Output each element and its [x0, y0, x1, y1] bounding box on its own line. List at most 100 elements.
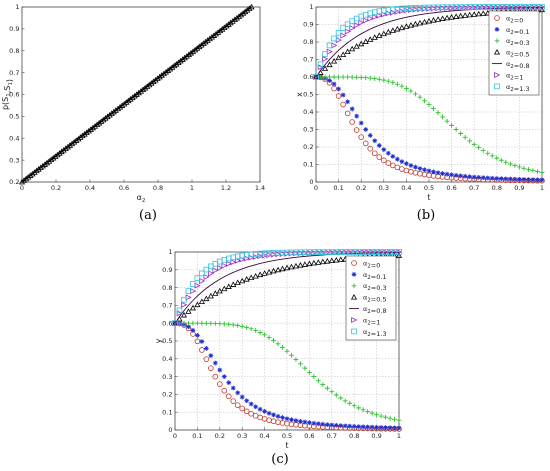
x-tick-label: 0.8 — [349, 432, 359, 440]
data-point — [225, 393, 232, 400]
data-point — [471, 141, 477, 147]
data-point — [195, 332, 200, 338]
data-point — [329, 422, 335, 428]
data-point — [383, 414, 388, 420]
data-point — [248, 326, 254, 332]
data-point — [385, 150, 391, 156]
data-point — [417, 94, 423, 100]
data-point — [306, 260, 313, 267]
data-point — [23, 175, 30, 182]
data-point — [190, 281, 196, 287]
data-point — [114, 105, 122, 112]
data-point — [85, 127, 92, 134]
y-tick-label: 0.9 — [9, 25, 19, 33]
legend-box — [345, 255, 397, 341]
caption-c: (c) — [271, 452, 288, 467]
data-point — [29, 170, 36, 177]
data-point — [311, 374, 317, 379]
data-point — [253, 328, 259, 333]
legend-swatch — [494, 71, 501, 79]
data-point — [284, 348, 290, 354]
data-point — [417, 6, 424, 13]
data-point — [131, 92, 138, 99]
data-point — [217, 264, 224, 271]
data-point — [360, 407, 366, 413]
data-point — [444, 118, 450, 124]
legend-label: α2=1 — [506, 71, 523, 81]
legend-label: α2=0.1 — [506, 26, 530, 36]
data-point — [230, 259, 237, 266]
data-point — [344, 110, 351, 117]
data-point — [307, 420, 312, 426]
data-point — [371, 34, 378, 40]
data-point — [71, 139, 78, 145]
data-point — [378, 425, 384, 430]
data-point — [35, 166, 42, 172]
data-point — [408, 163, 414, 168]
data-point — [100, 116, 107, 123]
data-point — [46, 158, 53, 164]
data-point — [320, 421, 326, 427]
data-point — [349, 106, 355, 112]
data-point — [367, 145, 374, 152]
data-point — [212, 30, 220, 37]
data-point — [106, 111, 113, 118]
series-0.8 — [315, 7, 543, 78]
data-point — [333, 256, 340, 263]
data-point — [180, 311, 188, 318]
data-point — [239, 394, 245, 400]
data-point — [340, 92, 346, 98]
y-tick-label: 1 — [15, 3, 19, 11]
data-point — [336, 86, 341, 92]
legend-label: α2=0.3 — [363, 282, 387, 292]
x-tick-label: 0.5 — [424, 184, 434, 192]
data-point — [319, 258, 326, 265]
data-point — [539, 169, 545, 175]
data-point — [43, 159, 51, 166]
data-point — [526, 177, 531, 183]
series-0 — [172, 320, 402, 432]
data-point — [176, 307, 183, 314]
data-point — [331, 85, 337, 92]
data-point — [356, 405, 362, 411]
data-point — [354, 113, 360, 119]
legend-swatch — [494, 27, 500, 32]
y-tick-label: 0.7 — [9, 69, 19, 77]
data-point — [244, 325, 250, 330]
data-point — [329, 389, 335, 395]
data-point — [230, 385, 236, 391]
data-point — [156, 73, 163, 80]
legend-swatch — [351, 260, 357, 266]
data-point — [317, 64, 324, 71]
data-point — [471, 174, 477, 180]
data-point — [208, 365, 214, 371]
data-point — [413, 164, 418, 170]
data-point — [467, 174, 473, 180]
data-point — [315, 378, 321, 384]
data-point — [187, 49, 195, 56]
data-point — [135, 89, 142, 96]
data-point — [292, 262, 300, 269]
data-point — [365, 424, 371, 430]
y-axis-label: p(S1,S1) — [1, 79, 14, 110]
data-point — [480, 10, 487, 16]
data-point — [480, 175, 486, 181]
data-point — [133, 91, 140, 97]
data-point — [167, 65, 174, 72]
data-point — [215, 29, 222, 35]
data-point — [234, 402, 241, 408]
data-point — [266, 268, 273, 275]
data-point — [289, 352, 294, 358]
data-point — [374, 412, 379, 418]
y-tick-label: 0.8 — [162, 284, 172, 292]
data-point — [327, 78, 332, 83]
data-point — [398, 24, 405, 31]
data-point — [512, 163, 518, 168]
data-point — [327, 74, 332, 80]
data-point — [225, 283, 232, 289]
legend-box — [488, 10, 540, 96]
data-point — [243, 276, 250, 282]
data-point — [331, 81, 337, 87]
data-point — [91, 123, 99, 129]
data-point — [212, 267, 219, 274]
